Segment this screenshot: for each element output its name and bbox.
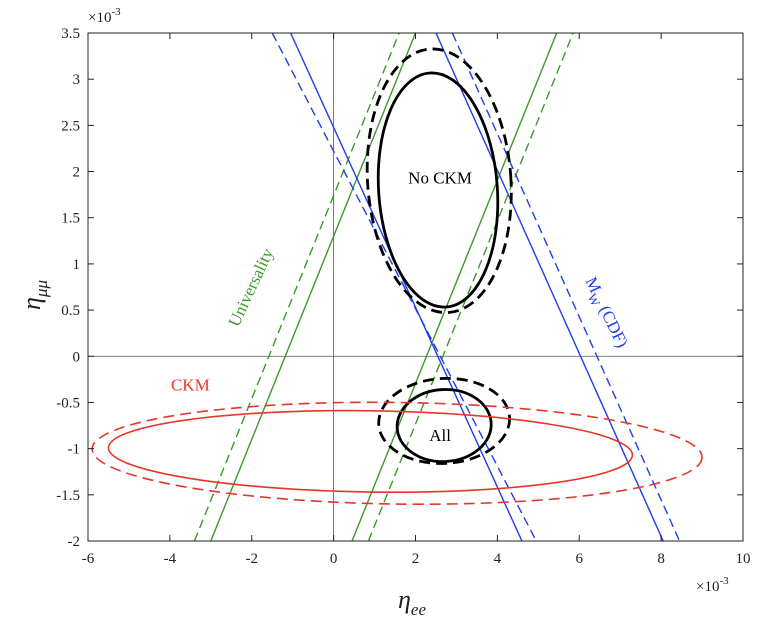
x-axis-subscript: ee (411, 600, 427, 619)
x-tick-label-2: -2 (246, 551, 259, 567)
x-exponent-power: -3 (719, 575, 729, 587)
y-axis-label: ημμ (17, 280, 51, 310)
series-line-2 (193, 33, 400, 541)
x-exponent-base: ×10 (696, 579, 719, 595)
y-tick-label-6: 1 (73, 257, 81, 273)
axis-ticks: -6 -4 -2 0 2 4 6 8 10 -2 -1.5 -1 -0.5 0 0.5 1 1.5 2 2.5 3 3.… (56, 26, 750, 567)
zero-lines (88, 33, 743, 541)
x-tick-label-6: 6 (576, 551, 584, 567)
series-line-1 (351, 33, 558, 541)
y-exponent-base: ×10 (88, 10, 111, 26)
y-tick-label-4: 0 (73, 349, 81, 365)
series-line-6 (271, 33, 537, 541)
series-line-5 (435, 33, 664, 541)
x-tick-label-3: 0 (330, 551, 338, 567)
x-tick-label-0: -6 (82, 551, 95, 567)
x-tick-label-8: 10 (736, 551, 751, 567)
y-tick-label-7: 1.5 (61, 211, 80, 227)
ellipse-2 (395, 388, 493, 464)
series-line-0 (210, 33, 417, 541)
x-exponent-label: ×10-3 (696, 575, 729, 595)
x-tick-label-4: 2 (412, 551, 420, 567)
ellipse-0 (376, 71, 500, 309)
y-tick-label-3: -0.5 (56, 395, 80, 411)
y-tick-label-5: 0.5 (61, 303, 80, 319)
ellipse-4 (107, 409, 634, 494)
y-tick-label-8: 2 (73, 165, 81, 181)
y-exponent-power: -3 (111, 6, 121, 18)
y-tick-label-1: -1.5 (56, 488, 80, 504)
x-tick-label-1: -4 (164, 551, 177, 567)
y-tick-label-10: 3 (73, 72, 81, 88)
annotation-0: No CKM (408, 169, 472, 188)
annotation-4-main: M (581, 274, 605, 296)
series-line-7 (451, 33, 681, 541)
plot-background (88, 33, 743, 541)
x-axis-label: ηee (398, 585, 426, 619)
annotation-1: All (429, 426, 451, 445)
y-tick-label-2: -1 (68, 442, 81, 458)
y-axis-symbol: η (17, 297, 46, 310)
x-axis-symbol: η (398, 585, 411, 614)
x-tick-label-7: 8 (657, 551, 665, 567)
plot-area (91, 33, 703, 541)
y-tick-label-11: 3.5 (61, 26, 80, 42)
annotation-2: CKM (171, 375, 210, 394)
series-line-4 (290, 33, 523, 541)
ellipse-3 (377, 376, 512, 465)
y-tick-label-0: -2 (68, 534, 81, 550)
y-tick-label-9: 2.5 (61, 118, 80, 134)
y-exponent-label: ×10-3 (88, 6, 121, 26)
series-line-3 (367, 33, 574, 541)
y-axis-subscript: μμ (32, 280, 51, 298)
ellipse-1 (365, 47, 513, 315)
x-tick-label-5: 4 (494, 551, 502, 567)
